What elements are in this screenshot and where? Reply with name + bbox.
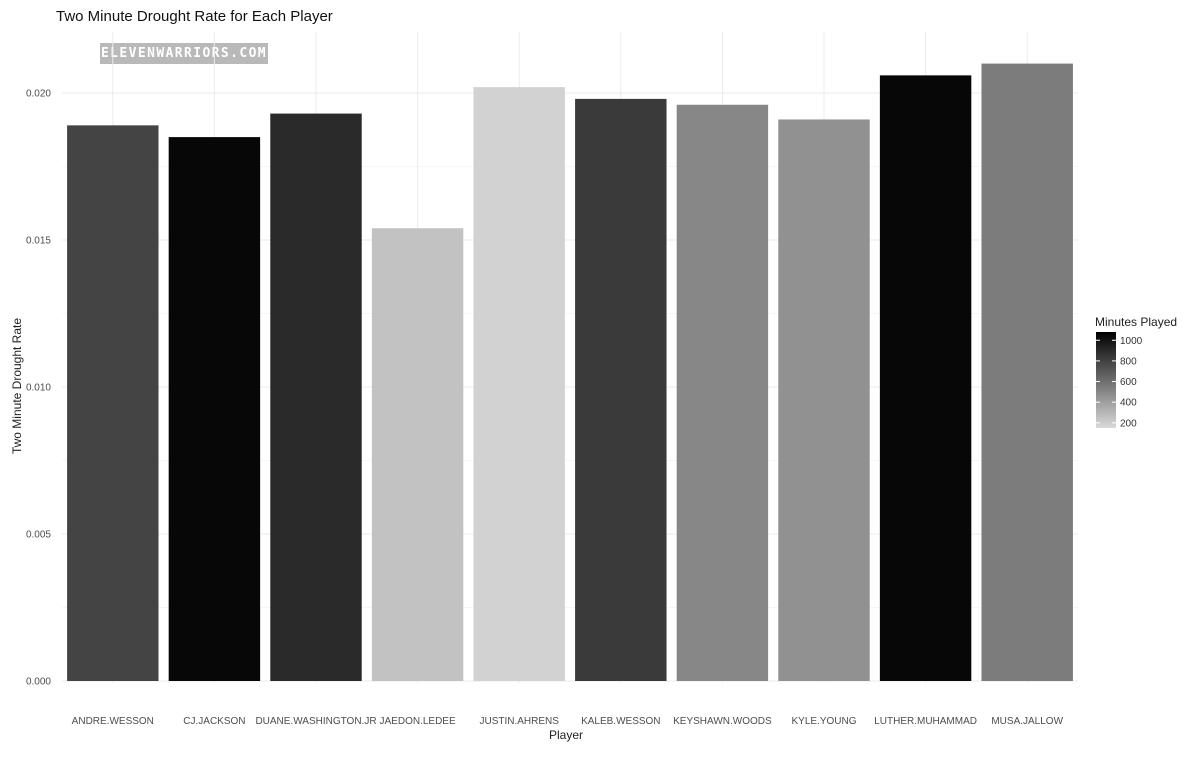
x-tick-label: LUTHER.MUHAMMAD (874, 716, 977, 727)
x-tick-label: KEYSHAWN.WOODS (673, 716, 772, 727)
watermark-logo: ELEVENWARRIORS.COM (100, 43, 268, 64)
y-tick-label: 0.010 (26, 383, 51, 394)
y-axis-title: Two Minute Drought Rate (10, 318, 24, 454)
legend-label: 1000 (1120, 336, 1143, 347)
x-tick-labels: ANDRE.WESSON CJ.JACKSON DUANE.WASHINGTON.J… (72, 716, 1064, 727)
y-tick-label: 0.020 (26, 89, 51, 100)
bar-cj-jackson (168, 137, 261, 682)
bar-kaleb-wesson (575, 98, 667, 681)
bar-luther-muhammad (879, 75, 972, 682)
x-tick-label: DUANE.WASHINGTON.JR (255, 716, 376, 727)
x-tick-label: MUSA.JALLOW (991, 716, 1063, 727)
x-axis-title: Player (549, 728, 583, 742)
chart-title: Two Minute Drought Rate for Each Player (56, 8, 333, 25)
legend-label: 600 (1120, 377, 1137, 388)
y-tick-label: 0.000 (26, 677, 51, 688)
bar-keyshawn-woods (676, 104, 769, 681)
y-tick-labels: 0.000 0.005 0.010 0.015 0.020 (26, 89, 51, 688)
y-tick-label: 0.015 (26, 236, 51, 247)
bar-justin-ahrens (473, 87, 565, 682)
bar-jaedon-ledee (371, 228, 464, 682)
bar-kyle-young (778, 119, 870, 681)
legend-label: 400 (1120, 398, 1137, 409)
bar-andre-wesson (67, 125, 159, 682)
x-tick-label: CJ.JACKSON (183, 716, 245, 727)
x-tick-label: KALEB.WESSON (581, 716, 660, 727)
legend: Minutes Played 1000 800 600 400 200 (1095, 315, 1177, 429)
y-tick-label: 0.005 (26, 530, 51, 541)
x-tick-label: ANDRE.WESSON (72, 716, 154, 727)
legend-title: Minutes Played (1095, 315, 1177, 329)
legend-label: 800 (1120, 356, 1137, 367)
legend-color-bar (1096, 332, 1116, 428)
bar-duane-washington-jr (270, 113, 362, 681)
x-tick-label: JUSTIN.AHRENS (479, 716, 559, 727)
legend-label: 200 (1120, 418, 1137, 429)
x-tick-label: JAEDON.LEDEE (380, 716, 456, 727)
bar-musa-jallow (981, 63, 1073, 682)
bars (67, 63, 1073, 682)
x-tick-label: KYLE.YOUNG (791, 716, 856, 727)
